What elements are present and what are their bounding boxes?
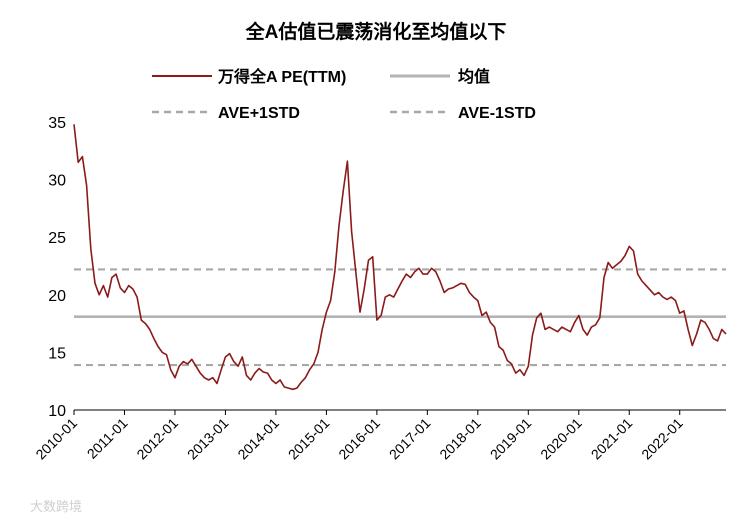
- x-tick-label: 2011-01: [84, 415, 131, 462]
- legend-label-mean: 均值: [458, 67, 490, 86]
- y-tick-label: 30: [48, 173, 66, 190]
- x-tick-label: 2013-01: [184, 415, 232, 463]
- x-tick-label: 2020-01: [537, 415, 585, 463]
- y-tick-label: 15: [48, 345, 66, 362]
- legend: 万得全A PE(TTM) 均值 AVE+1STD AVE-1STD: [152, 67, 536, 122]
- legend-label-plus-std: AVE+1STD: [218, 105, 300, 122]
- x-axis: 2010-01 2011-01 2012-01 2013-01 2014-01 2015-…: [32, 410, 686, 462]
- x-tick-label: 2010-01: [32, 415, 80, 463]
- y-tick-label: 10: [48, 403, 66, 420]
- x-tick-label: 2022-01: [638, 415, 686, 463]
- watermark: 大数跨境: [30, 499, 82, 514]
- x-tick-label: 2019-01: [487, 415, 535, 463]
- y-tick-label: 35: [48, 115, 66, 132]
- y-tick-label: 25: [48, 230, 66, 247]
- x-tick-label: 2014-01: [234, 415, 282, 463]
- x-tick-label: 2016-01: [335, 415, 383, 463]
- x-tick-label: 2021-01: [588, 415, 636, 463]
- x-tick-label: 2012-01: [133, 415, 181, 463]
- series-line-pe: [73, 124, 727, 391]
- legend-label-pe: 万得全A PE(TTM): [217, 67, 346, 86]
- x-tick-label: 2017-01: [386, 415, 434, 463]
- x-tick-label: 2015-01: [285, 415, 333, 463]
- y-axis: 10 15 20 25 30 35: [48, 115, 66, 420]
- x-tick-label: 2018-01: [436, 415, 484, 463]
- chart-title: 全A估值已震荡消化至均值以下: [245, 20, 507, 43]
- reference-lines: [74, 268, 726, 367]
- y-tick-label: 20: [48, 288, 66, 305]
- legend-label-minus-std: AVE-1STD: [458, 105, 536, 122]
